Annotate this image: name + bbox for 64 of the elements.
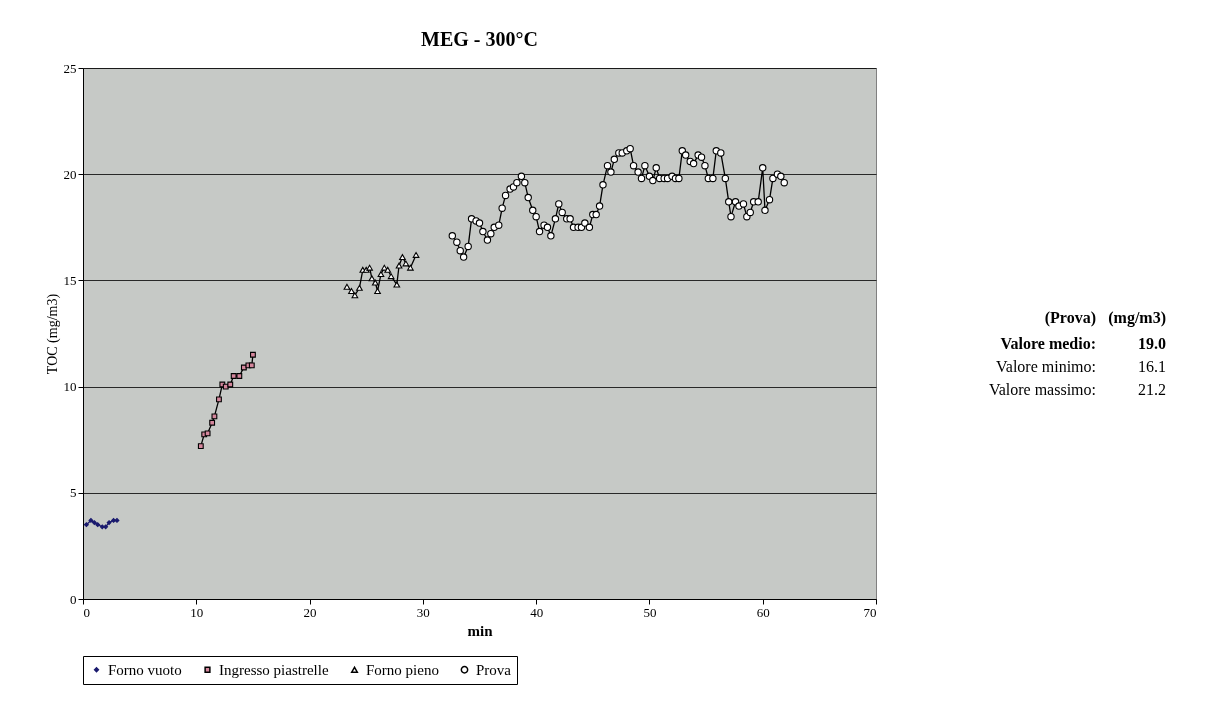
x-tick-label: 0	[83, 604, 90, 620]
legend-label: Ingresso piastrelle	[219, 661, 329, 678]
y-tick-label: 5	[70, 485, 77, 501]
point	[216, 396, 222, 403]
text: 16.1	[1138, 358, 1166, 375]
point	[393, 281, 401, 288]
chart-title: MEG - 300°C	[421, 28, 538, 50]
text: (Prova)	[1044, 309, 1096, 327]
point	[230, 373, 237, 379]
point	[399, 254, 406, 261]
legend-label: Forno pieno	[366, 661, 439, 678]
x-tick-label: 50	[643, 604, 657, 620]
point	[99, 524, 105, 530]
x-tick-label: 40	[530, 604, 544, 620]
point	[366, 264, 373, 271]
point	[91, 520, 97, 525]
point	[380, 264, 388, 271]
point	[351, 292, 359, 299]
point	[114, 517, 120, 523]
y-tick-label: 15	[63, 272, 77, 288]
y-axis-title: TOC (mg/m3)	[44, 293, 61, 375]
point	[402, 260, 410, 267]
point	[88, 517, 94, 523]
point	[209, 419, 216, 426]
point	[395, 262, 403, 269]
point	[377, 271, 385, 277]
text: 19.0	[1138, 335, 1166, 352]
point	[356, 284, 363, 291]
point	[227, 381, 234, 388]
x-tick-label: 10	[190, 604, 204, 620]
point	[236, 373, 243, 379]
x-axis-title: min	[467, 622, 494, 639]
text: (mg/m3)	[1108, 309, 1166, 327]
point	[83, 522, 89, 528]
text: Valore medio:	[1000, 335, 1096, 352]
legend-label: Forno vuoto	[108, 661, 182, 678]
point	[407, 264, 414, 271]
y-tick-label: 25	[63, 60, 77, 76]
point	[374, 288, 381, 294]
legend-label: Prova	[476, 661, 512, 678]
text: 21.2	[1138, 381, 1166, 398]
x-tick-label: 30	[416, 604, 430, 620]
y-tick-label: 20	[63, 166, 77, 182]
y-tick-label: 10	[63, 379, 77, 395]
point	[387, 273, 395, 280]
point	[240, 364, 247, 371]
text: Valore massimo:	[988, 381, 1096, 398]
y-tick-label: 0	[70, 591, 77, 607]
point	[211, 413, 218, 420]
point	[197, 443, 204, 449]
point	[384, 266, 392, 273]
text: Valore minimo:	[996, 358, 1096, 375]
x-tick-label: 60	[756, 604, 770, 620]
point	[343, 283, 351, 290]
point	[368, 275, 376, 282]
point	[250, 351, 256, 358]
point	[95, 522, 101, 528]
point	[412, 251, 420, 258]
point	[106, 520, 112, 525]
point	[371, 279, 379, 286]
x-tick-label: 70	[863, 604, 877, 620]
point	[103, 524, 109, 530]
x-tick-label: 20	[303, 604, 317, 620]
point	[348, 288, 355, 294]
